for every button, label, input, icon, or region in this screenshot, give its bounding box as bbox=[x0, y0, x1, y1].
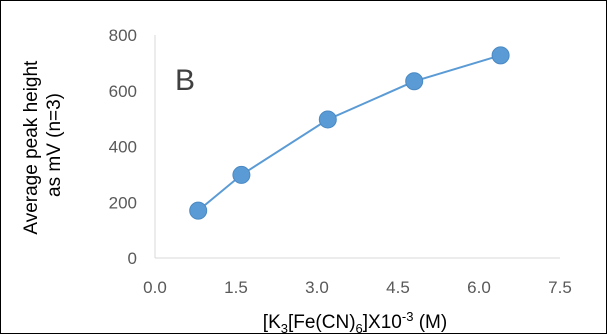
y-axis-title-line-2: as mV (n=3) bbox=[44, 93, 65, 197]
x-tick-label: 4.5 bbox=[386, 278, 410, 297]
data-point bbox=[491, 46, 510, 65]
x-axis-title-suffix-a: ]X10 bbox=[363, 312, 402, 333]
x-axis-title-sub2: 6 bbox=[356, 321, 363, 334]
axes bbox=[154, 35, 560, 259]
y-tick-label: 200 bbox=[109, 193, 137, 212]
x-axis-title-prefix: [K bbox=[263, 312, 281, 333]
y-axis-title-line-1: Average peak height bbox=[21, 60, 42, 235]
x-axis-title-suffix-b: (M) bbox=[413, 312, 447, 333]
panel-label: B bbox=[175, 64, 195, 97]
x-tick-label: 6.0 bbox=[467, 278, 491, 297]
tick-labels: 0 200 400 600 800 0.0 1.5 3.0 4.5 6.0 7.5 bbox=[109, 26, 572, 297]
x-axis-title: [K3[Fe(CN)6]X10-3 (M) bbox=[263, 309, 447, 334]
data-point bbox=[405, 72, 424, 91]
y-tick-label: 400 bbox=[109, 138, 137, 157]
series-line bbox=[197, 54, 501, 212]
x-tick-label: 1.5 bbox=[224, 278, 248, 297]
x-axis-title-middle: [Fe(CN) bbox=[288, 312, 356, 333]
data-point bbox=[318, 110, 337, 129]
series-layer bbox=[189, 46, 510, 220]
x-tick-label: 7.5 bbox=[548, 278, 572, 297]
y-axis-title: Average peak height as mV (n=3) bbox=[21, 55, 65, 234]
x-axis-title-sup: -3 bbox=[402, 309, 414, 324]
y-tick-label: 800 bbox=[109, 26, 137, 45]
x-tick-label: 0.0 bbox=[143, 278, 167, 297]
y-tick-label: 600 bbox=[109, 82, 137, 101]
x-axis-title-sub1: 3 bbox=[281, 321, 288, 334]
x-tick-label: 3.0 bbox=[305, 278, 329, 297]
y-tick-label: 0 bbox=[128, 249, 137, 268]
data-point bbox=[189, 201, 208, 220]
data-point bbox=[232, 165, 251, 184]
